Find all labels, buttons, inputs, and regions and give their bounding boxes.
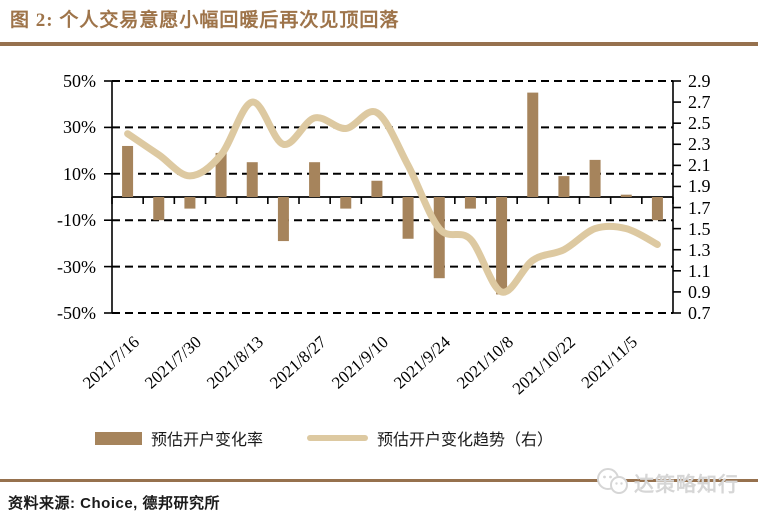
right-axis-tick-label: 0.7: [688, 303, 711, 323]
right-axis-tick-label: 2.1: [688, 155, 711, 176]
bar-2021/9/24: [433, 197, 445, 279]
legend-line-label: 预估开户变化趋势（右）: [377, 432, 554, 449]
bar-2021/8/27: [309, 162, 321, 197]
left-axis-tick-label: 30%: [63, 117, 96, 138]
bar-2021/11/12: [651, 197, 663, 221]
right-axis-tick-label: 1.5: [688, 218, 711, 239]
bar-2021/8/6: [215, 152, 227, 197]
title-divider: [0, 42, 758, 46]
right-axis-tick-label: 2.7: [688, 92, 711, 113]
right-axis-tick-label: 2.9: [688, 71, 711, 91]
figure-title: 图 2: 个人交易意愿小幅回暖后再次见顶回落: [10, 10, 400, 31]
bar-2021/7/16: [122, 145, 134, 197]
right-axis-tick-label: 2.5: [688, 113, 711, 134]
left-axis-tick-label: 10%: [63, 163, 96, 184]
right-axis-tick-label: 1.3: [688, 239, 711, 260]
trend-line-path: [124, 98, 661, 296]
footer-divider: [0, 479, 758, 482]
bar-series: [122, 92, 663, 295]
right-axis-tick-label: 1.1: [688, 260, 711, 281]
bar-2021/9/17: [402, 197, 414, 239]
left-axis-tick-label: -10%: [57, 210, 96, 231]
bar-2021/7/23: [153, 197, 165, 221]
bar-2021/10/1: [464, 197, 476, 209]
bar-2021/10/22: [558, 176, 570, 197]
source-note: 资料来源: Choice, 德邦研究所: [8, 495, 221, 512]
right-axis-tick-label: 0.9: [688, 281, 711, 302]
left-axis-tick-label: -30%: [57, 256, 96, 277]
bar-2021/10/29: [589, 159, 601, 197]
legend-bar-label: 预估开户变化率: [151, 432, 264, 449]
legend: 预估开户变化率 预估开户变化趋势（右）: [95, 424, 553, 452]
right-axis-tick-label: 2.3: [688, 134, 711, 155]
watermark-text: 达策略知行: [634, 473, 739, 496]
bar-2021/7/30: [184, 197, 196, 209]
left-axis-tick-label: -50%: [57, 303, 96, 323]
bar-2021/8/20: [277, 197, 289, 242]
bar-2021/9/10: [371, 180, 383, 197]
bar-2021/8/13: [246, 162, 258, 197]
left-axis-tick-label: 50%: [63, 71, 96, 91]
bar-2021/9/3: [340, 197, 352, 209]
legend-bar-swatch: [95, 431, 142, 445]
legend-line-swatch: [307, 435, 369, 441]
bar-2021/11/5: [620, 194, 632, 197]
trend-line-series: [124, 98, 661, 296]
right-axis-tick-label: 1.9: [688, 176, 711, 197]
chat-bubbles-logo-icon: [597, 468, 628, 494]
right-axis-tick-label: 1.7: [688, 197, 711, 218]
bar-2021/10/15: [527, 92, 539, 197]
watermark: 达策略知行: [596, 467, 739, 497]
bar-2021/10/8: [496, 197, 508, 295]
